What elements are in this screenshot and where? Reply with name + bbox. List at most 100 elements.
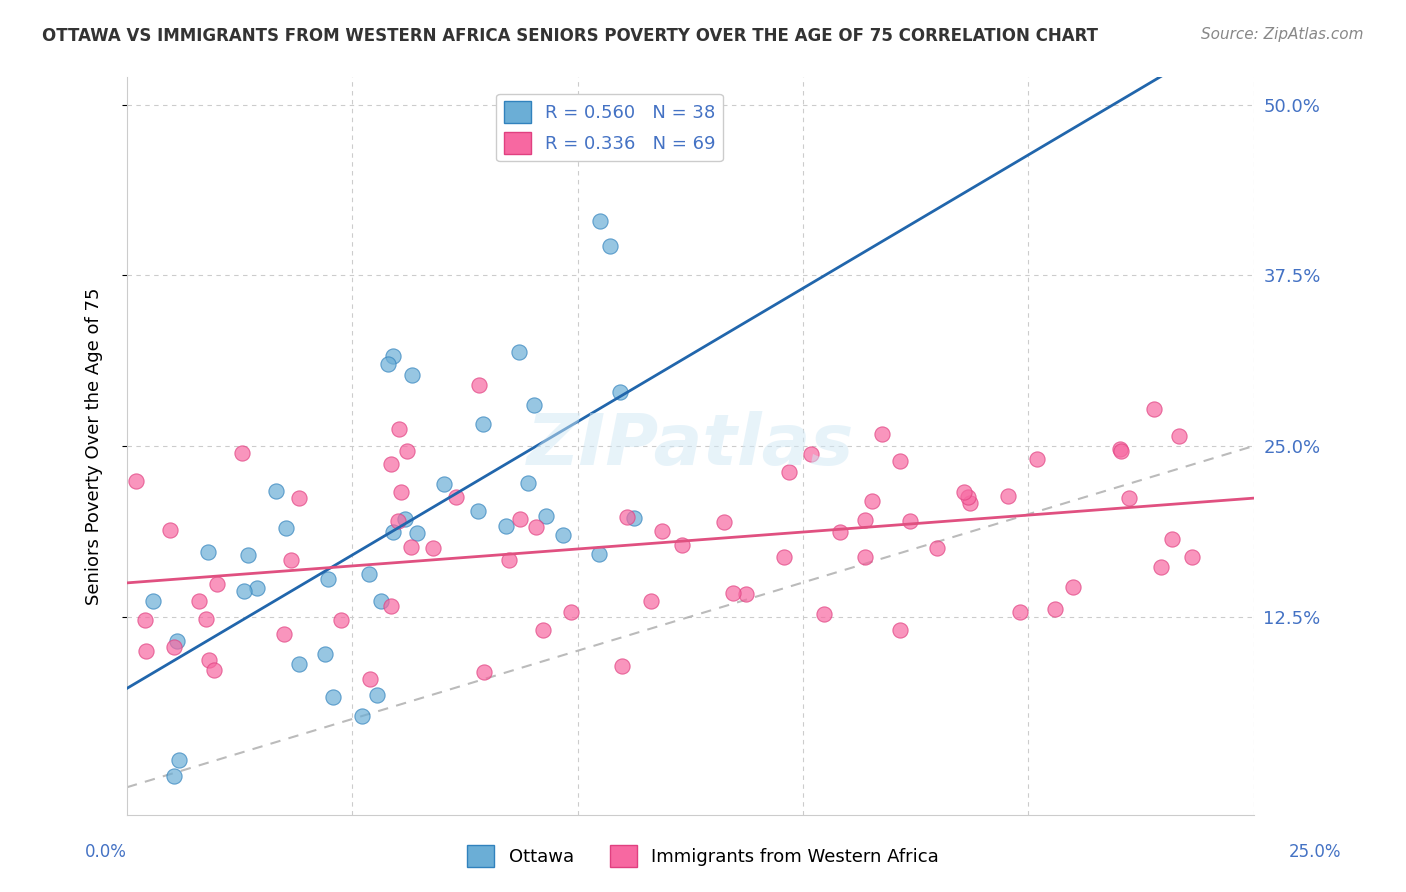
Point — [444, 490, 467, 504]
Point — [498, 553, 520, 567]
Point — [870, 427, 893, 442]
Point — [187, 594, 209, 608]
Point — [509, 512, 531, 526]
Point — [889, 624, 911, 638]
Point — [472, 417, 495, 432]
Point — [467, 504, 489, 518]
Point — [232, 583, 254, 598]
Point — [366, 689, 388, 703]
Point — [273, 627, 295, 641]
Point — [162, 640, 184, 655]
Point — [1109, 442, 1132, 456]
Point — [370, 594, 392, 608]
Point — [997, 489, 1019, 503]
Point — [202, 663, 225, 677]
Point — [588, 547, 610, 561]
Point — [713, 515, 735, 529]
Point — [422, 541, 444, 556]
Point — [517, 475, 540, 490]
Point — [288, 657, 311, 671]
Point — [623, 510, 645, 524]
Point — [721, 585, 744, 599]
Point — [1025, 452, 1047, 467]
Point — [531, 623, 554, 637]
Point — [382, 349, 405, 363]
Point — [524, 520, 547, 534]
Point — [616, 509, 638, 524]
Point — [197, 545, 219, 559]
Point — [134, 613, 156, 627]
Point — [205, 576, 228, 591]
Point — [495, 518, 517, 533]
Point — [609, 385, 631, 400]
Point — [380, 457, 402, 471]
Point — [959, 496, 981, 510]
Point — [1160, 533, 1182, 547]
Point — [396, 443, 419, 458]
Point — [166, 634, 188, 648]
Point — [318, 572, 340, 586]
Point — [399, 541, 422, 555]
Point — [380, 599, 402, 613]
Point — [1109, 443, 1132, 458]
Point — [889, 454, 911, 468]
Point — [163, 769, 186, 783]
Point — [329, 613, 352, 627]
Point — [1062, 580, 1084, 594]
Point — [125, 474, 148, 488]
Point — [159, 523, 181, 537]
Point — [651, 524, 673, 538]
Point — [828, 524, 851, 539]
Point — [246, 581, 269, 595]
Text: ZIPatlas: ZIPatlas — [527, 411, 853, 481]
Point — [322, 690, 344, 704]
Point — [588, 213, 610, 227]
Point — [231, 446, 253, 460]
Point — [956, 490, 979, 504]
Point — [735, 587, 758, 601]
Point — [671, 538, 693, 552]
Point — [135, 644, 157, 658]
Point — [898, 514, 921, 528]
Point — [359, 672, 381, 686]
Point — [467, 378, 489, 392]
Text: 25.0%: 25.0% — [1288, 843, 1341, 861]
Point — [274, 521, 297, 535]
Point — [813, 607, 835, 621]
Text: 0.0%: 0.0% — [84, 843, 127, 861]
Point — [778, 465, 800, 479]
Point — [194, 612, 217, 626]
Text: Source: ZipAtlas.com: Source: ZipAtlas.com — [1201, 27, 1364, 42]
Point — [1118, 491, 1140, 505]
Point — [1168, 429, 1191, 443]
Point — [197, 653, 219, 667]
Point — [773, 550, 796, 565]
Point — [612, 659, 634, 673]
Point — [280, 553, 302, 567]
Point — [472, 665, 495, 679]
Legend: R = 0.560   N = 38, R = 0.336   N = 69: R = 0.560 N = 38, R = 0.336 N = 69 — [496, 94, 723, 161]
Legend: Ottawa, Immigrants from Western Africa: Ottawa, Immigrants from Western Africa — [460, 838, 946, 874]
Point — [401, 368, 423, 382]
Point — [853, 513, 876, 527]
Point — [167, 753, 190, 767]
Point — [1181, 549, 1204, 564]
Point — [1150, 560, 1173, 574]
Point — [387, 514, 409, 528]
Point — [1045, 601, 1067, 615]
Point — [432, 477, 454, 491]
Point — [800, 447, 823, 461]
Point — [381, 524, 404, 539]
Point — [287, 491, 309, 505]
Point — [314, 647, 336, 661]
Text: OTTAWA VS IMMIGRANTS FROM WESTERN AFRICA SENIORS POVERTY OVER THE AGE OF 75 CORR: OTTAWA VS IMMIGRANTS FROM WESTERN AFRICA… — [42, 27, 1098, 45]
Point — [508, 344, 530, 359]
Point — [560, 605, 582, 619]
Point — [377, 357, 399, 371]
Point — [855, 550, 877, 565]
Point — [389, 484, 412, 499]
Point — [553, 528, 575, 542]
Point — [236, 549, 259, 563]
Point — [534, 508, 557, 523]
Point — [599, 239, 621, 253]
